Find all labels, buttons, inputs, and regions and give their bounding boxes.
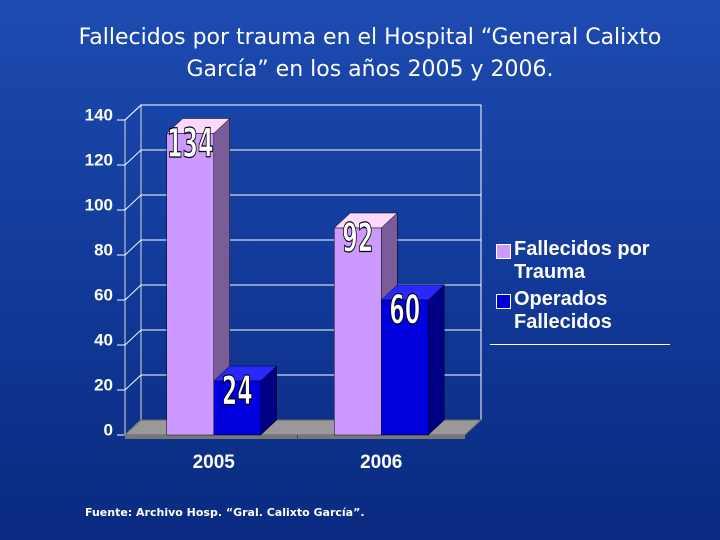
grid-line: [124, 104, 481, 121]
bar: [213, 380, 261, 436]
data-label: 60: [389, 286, 420, 333]
legend-swatch: [496, 294, 511, 309]
y-tick-label: 60: [94, 285, 113, 304]
legend-entry: Fallecidos por Trauma: [490, 238, 670, 284]
legend-entry: Operados Fallecidos: [490, 288, 670, 334]
y-tick-label: 0: [104, 420, 113, 439]
x-tick-label: 2006: [360, 452, 402, 473]
bar: [334, 227, 382, 436]
grid-line: [124, 194, 481, 211]
y-tick-label: 80: [94, 240, 113, 259]
legend-label: Fallecidos por Trauma: [514, 238, 650, 283]
source-note: Fuente: Archivo Hosp. “Gral. Calixto Gar…: [85, 506, 365, 519]
x-tick-label: 2005: [193, 452, 236, 473]
data-label: 134: [167, 120, 214, 167]
legend-swatch: [496, 244, 511, 259]
bar: [381, 299, 429, 436]
legend: Fallecidos por Trauma Operados Fallecidos: [490, 238, 670, 345]
data-label: 24: [222, 367, 253, 414]
chart-title-line: Fallecidos por trauma en el Hospital “Ge…: [79, 25, 662, 50]
data-label: 92: [342, 214, 373, 261]
chart-title-line: García” en los años 2005 y 2006.: [187, 57, 554, 82]
floor-front: [125, 435, 465, 439]
y-tick-label: 40: [94, 330, 113, 349]
y-tick-label: 120: [85, 150, 113, 169]
y-tick-label: 100: [85, 195, 113, 214]
side-wall: [124, 103, 142, 437]
y-tick-label: 140: [85, 105, 113, 124]
legend-label: Operados Fallecidos: [514, 288, 612, 333]
bar-side: [428, 284, 445, 436]
y-tick-label: 20: [94, 375, 113, 394]
bar: [166, 133, 214, 436]
grid-line: [124, 149, 481, 166]
